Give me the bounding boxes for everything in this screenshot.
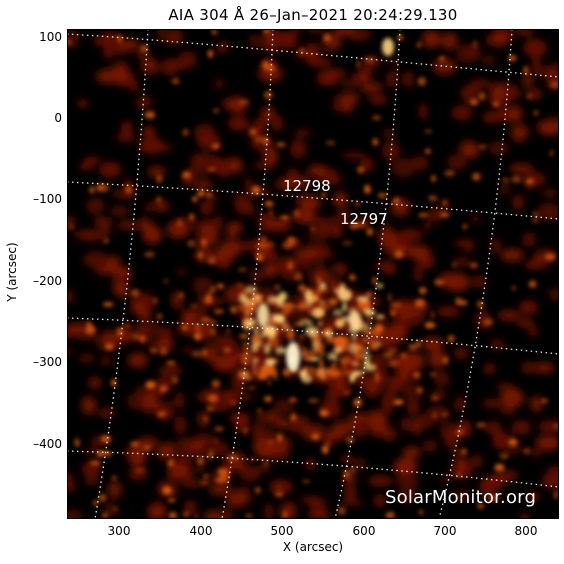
y-tick-label: 100 <box>39 30 62 44</box>
x-tick-label: 700 <box>433 524 457 538</box>
x-tick-label: 800 <box>514 524 538 538</box>
network-bright-patches <box>64 28 559 519</box>
active-region-label: 12797 <box>340 210 388 228</box>
grid-line <box>438 28 513 520</box>
y-tick-label: –100 <box>33 192 62 206</box>
x-tick-label: 400 <box>189 524 213 538</box>
grid-line <box>66 450 560 488</box>
grid-line <box>334 28 401 520</box>
grid-line <box>66 181 560 220</box>
y-tick-label: 0 <box>54 111 62 125</box>
image-title: AIA 304 Å 26–Jan–2021 20:24:29.130 <box>168 6 458 24</box>
chromospheric-network-emission <box>57 23 564 527</box>
active-region-core <box>237 38 394 384</box>
y-tick-label: –300 <box>33 355 62 369</box>
y-axis-label: Y (arcsec) <box>5 242 19 302</box>
active-region-label: 12798 <box>283 177 331 195</box>
solarmonitor-watermark: SolarMonitor.org <box>385 487 537 508</box>
y-tick-label: –200 <box>33 274 62 288</box>
solar-image: 12798 12797 SolarMonitor.org <box>57 23 564 527</box>
x-tick-label: 300 <box>107 524 131 538</box>
grid-line <box>66 317 560 355</box>
grid-line <box>66 33 560 78</box>
x-tick-label: 500 <box>270 524 294 538</box>
heliographic-grid <box>66 28 560 520</box>
x-axis-label: X (arcsec) <box>282 540 344 554</box>
x-tick-label: 600 <box>352 524 376 538</box>
y-tick-label: –400 <box>33 437 62 451</box>
solar-emission-map <box>57 23 564 527</box>
